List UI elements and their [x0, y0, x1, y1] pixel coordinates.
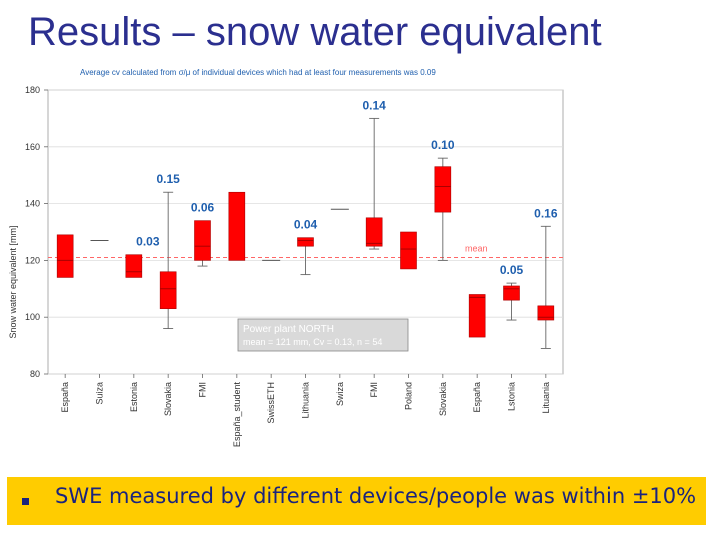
- x-tick-label: Lithuania: [301, 382, 311, 419]
- box: [56, 234, 74, 278]
- legend-box-frame: [237, 318, 409, 352]
- box: [434, 166, 452, 213]
- y-tick-label: 80: [30, 369, 40, 379]
- box: [159, 271, 177, 309]
- mean-label: mean: [465, 244, 488, 254]
- x-tick-label: Slovakia: [438, 382, 448, 416]
- bullet-square-icon: [22, 498, 29, 505]
- box: [297, 237, 314, 247]
- slide-title: Results – snow water equivalent: [28, 10, 602, 54]
- cv-label: 0.04: [294, 218, 318, 232]
- chart-top-note: Average cv calculated from σ/μ of indivi…: [80, 68, 436, 77]
- box: [537, 305, 555, 321]
- x-tick-label: Suiza: [95, 382, 105, 405]
- x-tick-label: España_student: [232, 382, 242, 448]
- box: [125, 254, 143, 278]
- x-tick-label: Poland: [404, 382, 414, 410]
- cv-label: 0.14: [362, 98, 386, 112]
- box: [468, 294, 486, 338]
- cv-label: 0.16: [534, 206, 558, 220]
- bullet-text: SWE measured by different devices/people…: [55, 484, 697, 508]
- cv-label: 0.06: [191, 201, 215, 215]
- x-tick-label: Lituania: [541, 382, 551, 414]
- cv-label: 0.10: [431, 138, 455, 152]
- x-tick-label: Slovakia: [163, 382, 173, 416]
- x-tick-label: Lstonia: [507, 382, 517, 411]
- y-tick-label: 180: [25, 85, 40, 95]
- x-tick-label: Swiza: [335, 382, 345, 406]
- x-tick-label: España: [472, 382, 482, 413]
- y-tick-label: 140: [25, 199, 40, 209]
- cv-label: 0.05: [500, 263, 524, 277]
- x-tick-label: España: [60, 382, 70, 413]
- legend-box: Power plant NORTH mean = 121 mm, Cv = 0.…: [237, 318, 409, 352]
- box: [365, 217, 383, 247]
- cv-label: 0.15: [156, 172, 180, 186]
- plot-area: 80 100 120 140 160 180 mean 0.03 0.15 0.06 0.04 0.1…: [25, 85, 564, 448]
- box-plot-chart: Average cv calculated from σ/μ of indivi…: [8, 68, 564, 448]
- bullet-box: SWE measured by different devices/people…: [7, 477, 706, 525]
- cv-label: 0.03: [136, 235, 160, 249]
- box: [503, 285, 520, 301]
- x-tick-label: Estonia: [129, 382, 139, 412]
- box: [228, 191, 246, 261]
- y-tick-label: 100: [25, 312, 40, 322]
- x-tick-label: SwissETH: [266, 382, 276, 424]
- x-tick-label: FMI: [198, 382, 208, 398]
- legend-box-line1: Power plant NORTH: [243, 324, 334, 335]
- x-tick-label: FMI: [369, 382, 379, 398]
- legend-box-line2: mean = 121 mm, Cv = 0.13, n = 54: [243, 337, 382, 347]
- box: [400, 231, 417, 270]
- box: [194, 220, 211, 261]
- y-tick-label: 120: [25, 255, 40, 265]
- y-axis-label: Snow water equivalent [mm]: [8, 225, 18, 338]
- y-tick-label: 160: [25, 142, 40, 152]
